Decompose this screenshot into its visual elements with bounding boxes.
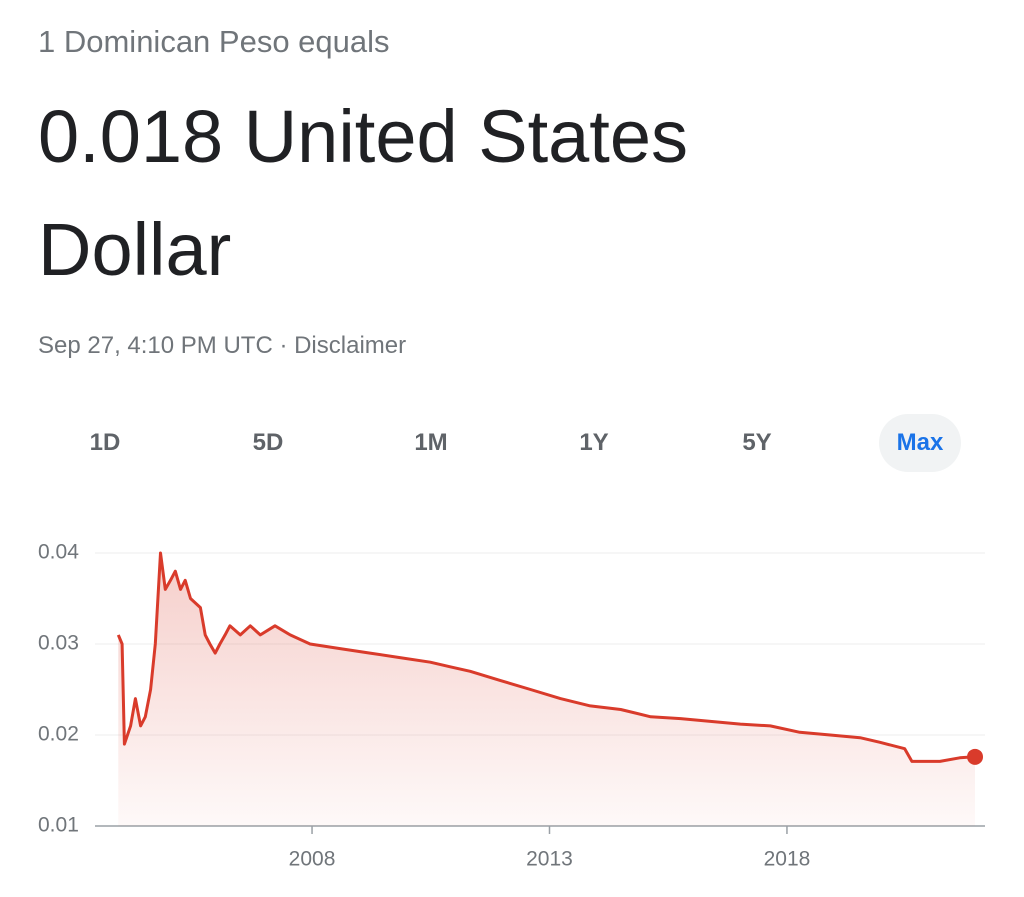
range-tab[interactable]: 1Y bbox=[579, 429, 609, 456]
x-tick-label: 2008 bbox=[289, 848, 336, 871]
x-tick-label: 2013 bbox=[526, 848, 573, 871]
timestamp: Sep 27, 4:10 PM UTC · Disclaimer bbox=[38, 332, 407, 359]
price-line bbox=[116, 551, 976, 763]
range-tab[interactable]: 1M bbox=[414, 429, 448, 456]
range-tab[interactable]: Max bbox=[879, 414, 961, 472]
last-point bbox=[967, 748, 984, 765]
range-tabs: 1D 5D 1M 1Y 5Y Max bbox=[38, 414, 998, 472]
y-tick-label: 0.03 bbox=[38, 632, 79, 655]
range-tab[interactable]: 1D bbox=[89, 429, 121, 456]
y-tick-label: 0.04 bbox=[38, 541, 79, 564]
range-tab[interactable]: 5Y bbox=[742, 429, 772, 456]
x-tick-label: 2018 bbox=[764, 848, 811, 871]
subtitle: 1 Dominican Peso equals bbox=[38, 24, 390, 59]
y-tick-label: 0.02 bbox=[38, 723, 79, 746]
range-tab[interactable]: 5D bbox=[252, 429, 284, 456]
rate-title: 0.018 United States Dollar bbox=[38, 95, 688, 291]
chart: 0.01 0.02 0.03 0.04 2008 2013 2018 bbox=[38, 541, 985, 871]
y-tick-label: 0.01 bbox=[38, 814, 79, 837]
area bbox=[118, 553, 976, 826]
